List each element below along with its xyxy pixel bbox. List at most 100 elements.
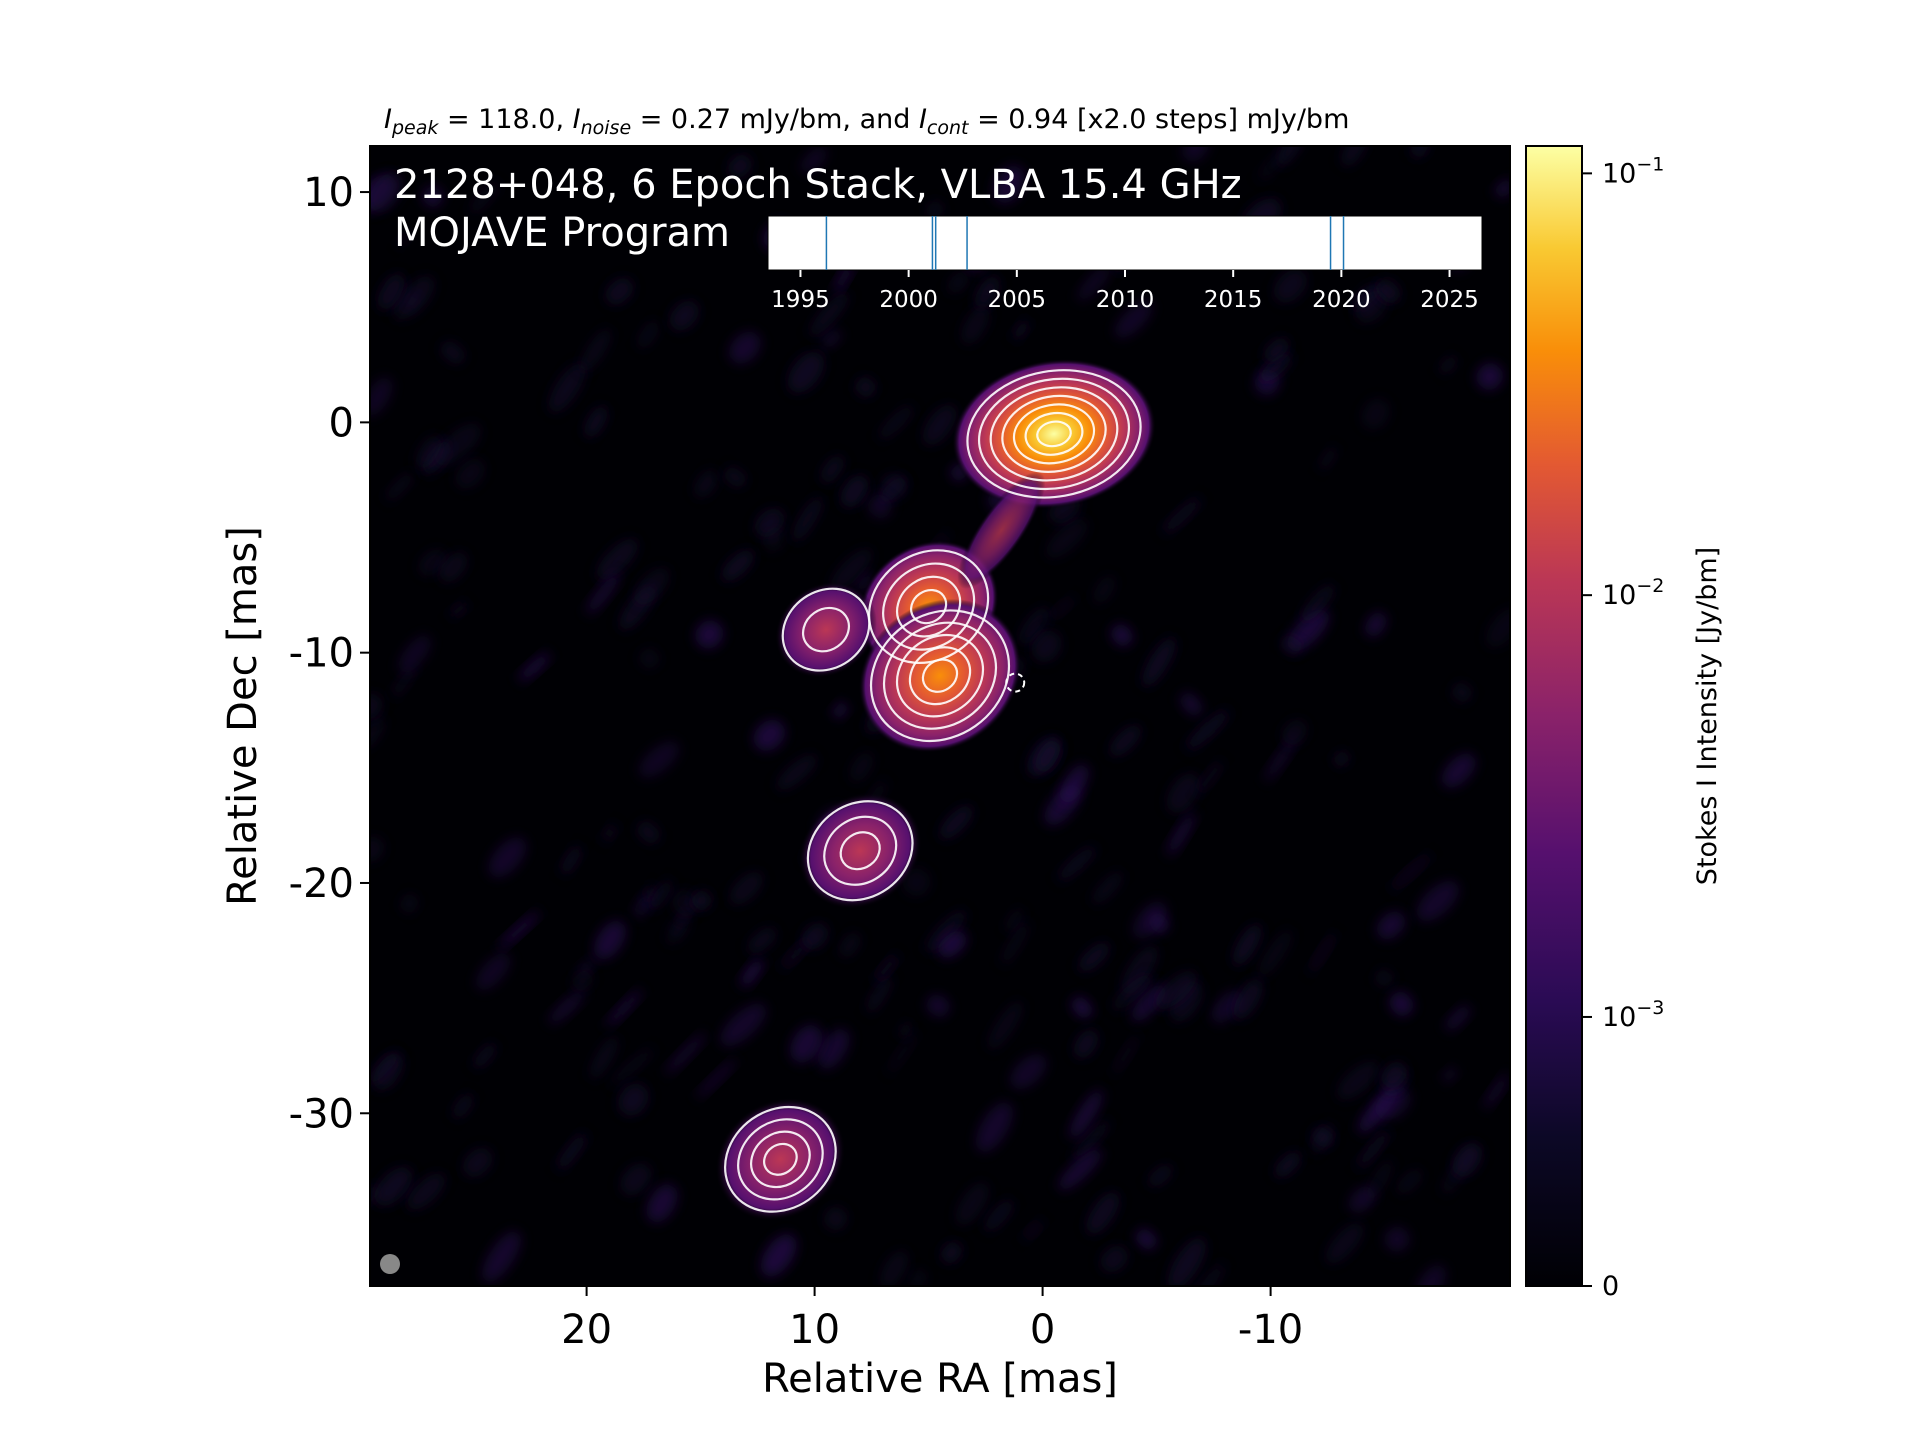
noise-patch — [1233, 978, 1263, 1020]
noise-patch — [800, 146, 828, 174]
noise-patch — [747, 927, 777, 954]
noise-patch — [1180, 692, 1203, 716]
noise-patch — [1336, 1061, 1380, 1100]
noise-patch — [393, 276, 435, 320]
beam-ellipse — [380, 1254, 400, 1274]
epoch-timeline: 1995 2000 2005 2010 2015 2020 2025 — [767, 215, 1483, 313]
contour-line — [910, 588, 948, 625]
noise-patch — [1264, 338, 1289, 363]
noise-patch — [643, 884, 657, 903]
epoch-timeline-ticks: 1995 2000 2005 2010 2015 2020 2025 — [771, 270, 1479, 313]
emission-component — [952, 358, 1156, 509]
contour-line — [896, 575, 962, 638]
noise-patch — [855, 377, 876, 397]
noise-patch — [475, 952, 511, 991]
noise-patch — [721, 549, 755, 582]
colorbar-tick-label: 10−3 — [1602, 997, 1664, 1033]
noise-patch — [469, 181, 500, 215]
noise-patch — [787, 351, 824, 393]
noise-patch — [877, 404, 915, 441]
noise-patch — [609, 1046, 655, 1087]
noise-patch — [385, 471, 415, 502]
noise-patch — [1168, 1237, 1206, 1286]
noise-patch — [692, 890, 712, 911]
noise-patch — [646, 1184, 678, 1223]
noise-patch — [955, 1182, 989, 1226]
noise-patch — [452, 1093, 474, 1119]
noise-patch — [1348, 1186, 1375, 1214]
noise-patch — [974, 276, 1000, 310]
noise-patch — [824, 1207, 848, 1231]
noise-patch — [1073, 1029, 1099, 1059]
contour-line — [724, 1105, 837, 1213]
noise-patch — [1444, 1004, 1471, 1032]
noise-patch — [987, 1000, 1024, 1050]
contour-line — [882, 621, 998, 730]
contour-line — [737, 1118, 824, 1201]
noise-patch — [472, 1042, 497, 1069]
contour-line — [989, 386, 1119, 482]
chart-title: 2128+048, 6 Epoch Stack, VLBA 15.4 GHz — [394, 162, 1242, 208]
contour-line — [1024, 411, 1084, 456]
noise-patch — [1483, 1072, 1510, 1110]
noise-patch — [548, 989, 586, 1025]
noise-patch — [802, 923, 829, 950]
noise-patch — [370, 836, 384, 862]
noise-patch — [584, 406, 608, 438]
noise-patch — [1411, 146, 1429, 158]
noise-patch — [1132, 901, 1167, 939]
noise-patch — [1071, 1119, 1111, 1162]
noise-patch — [1280, 635, 1303, 655]
epoch-timeline-box — [767, 215, 1483, 271]
epoch-tick-label: 1995 — [771, 287, 830, 313]
noise-patch — [1389, 852, 1433, 892]
noise-patch — [1441, 753, 1476, 788]
noise-patch — [1274, 1151, 1301, 1178]
noise-patch — [1196, 759, 1224, 795]
noise-patch — [1077, 264, 1112, 302]
noise-patch — [886, 1031, 918, 1075]
jet-emission — [957, 471, 1046, 589]
noise-patch — [993, 165, 1025, 204]
noise-patch — [832, 702, 848, 719]
contour-line — [763, 1142, 798, 1176]
noise-patch — [1185, 709, 1230, 751]
noise-patch — [1476, 363, 1503, 390]
noise-patch — [1375, 969, 1394, 987]
noise-patch — [1396, 1169, 1423, 1194]
noise-patch — [637, 821, 660, 844]
noise-patch — [792, 496, 823, 542]
noise-patch — [939, 805, 974, 840]
noise-patch — [1495, 179, 1510, 198]
noise-patch — [1005, 908, 1024, 933]
noise-patch — [618, 1083, 649, 1116]
noise-patch — [728, 154, 752, 178]
noise-patch — [1274, 269, 1307, 303]
noise-patch — [1093, 575, 1116, 604]
noise-patch — [370, 1050, 401, 1086]
noise-patch — [1169, 980, 1203, 1022]
noise-patch — [572, 970, 593, 991]
noise-patch — [620, 1163, 652, 1196]
colorbar-tick-label: 10−2 — [1602, 575, 1664, 611]
noise-patch — [455, 459, 485, 489]
noise-patch — [1112, 1033, 1140, 1076]
noise-patch — [1282, 720, 1307, 746]
noise-patch — [1356, 1128, 1391, 1170]
noise-patch — [1059, 764, 1089, 804]
noise-patch — [790, 1024, 823, 1063]
negative-contour — [1005, 672, 1026, 693]
noise-patch — [873, 953, 900, 984]
noise-patch — [753, 719, 785, 751]
noise-patch — [434, 423, 481, 466]
noise-patch — [849, 752, 874, 782]
contour-line — [781, 587, 871, 672]
noise-patch — [1300, 584, 1335, 624]
noise-patch — [729, 331, 761, 364]
noise-patch — [1031, 630, 1062, 662]
noise-patch — [648, 879, 673, 911]
noise-patch — [878, 475, 908, 504]
noise-patch — [1086, 1192, 1120, 1235]
noise-patch — [1318, 446, 1338, 472]
noise-patch — [556, 1132, 588, 1172]
